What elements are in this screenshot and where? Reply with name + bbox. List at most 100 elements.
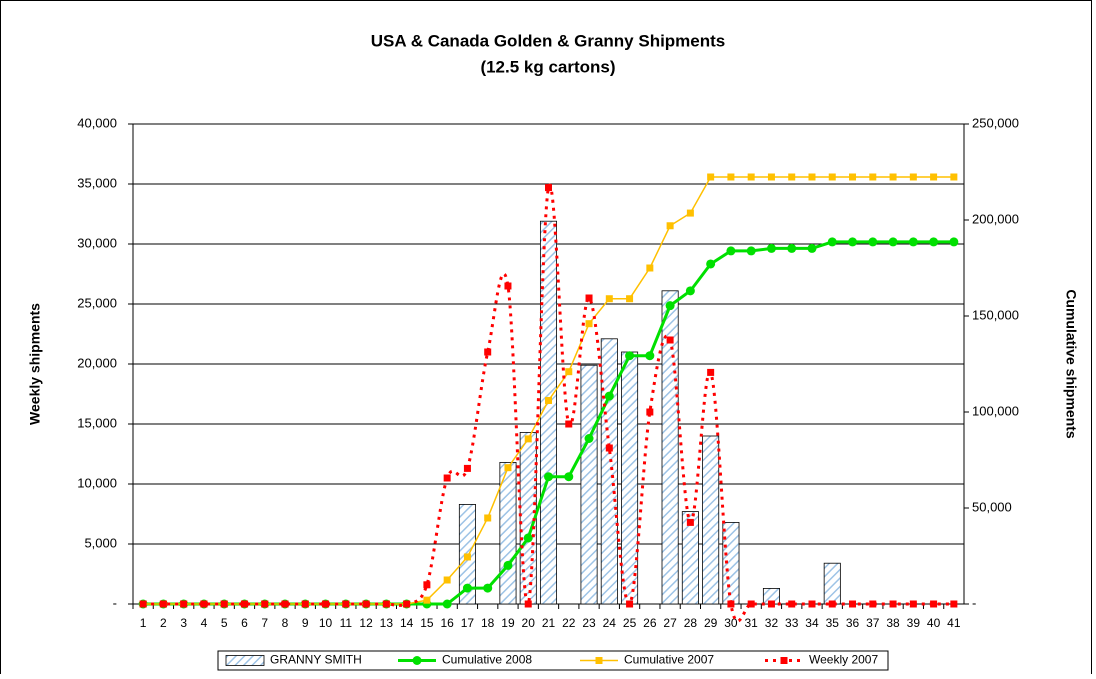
x-tick-label: 18 <box>481 616 495 630</box>
point <box>930 600 938 608</box>
y-tick-label: 35,000 <box>77 175 117 190</box>
x-tick-label: 26 <box>643 616 657 630</box>
y2-axis-title: Cumulative shipments <box>1063 289 1079 439</box>
point <box>605 444 613 452</box>
y-tick-label: - <box>113 595 117 610</box>
point <box>463 553 471 561</box>
legend-box <box>217 650 889 671</box>
point <box>686 518 694 526</box>
point <box>362 600 370 608</box>
point <box>665 301 675 311</box>
point <box>565 420 573 428</box>
x-tick-label: 12 <box>359 616 373 630</box>
x-tick-label: 3 <box>180 616 187 630</box>
point <box>686 209 694 217</box>
x-tick-label: 7 <box>261 616 268 630</box>
point <box>403 600 411 608</box>
y-tick-label: 5,000 <box>84 535 117 550</box>
x-tick-label: 41 <box>947 616 961 630</box>
x-tick-label: 27 <box>663 616 677 630</box>
point <box>666 222 674 230</box>
point <box>301 600 309 608</box>
bar <box>580 364 598 605</box>
point <box>503 560 513 570</box>
legend-symbol <box>225 655 265 666</box>
point <box>747 600 755 608</box>
y-tick-label: 20,000 <box>77 355 117 370</box>
point <box>564 472 574 482</box>
bar <box>539 220 558 605</box>
point <box>504 282 512 290</box>
x-tick-label: 37 <box>866 616 880 630</box>
point <box>220 600 228 608</box>
point <box>707 173 715 181</box>
x-tick-label: 11 <box>340 616 353 630</box>
x-tick-label: 17 <box>461 616 475 630</box>
point <box>767 173 775 181</box>
y-tick-label: 40,000 <box>77 115 117 130</box>
bar <box>681 511 699 605</box>
point <box>585 294 593 302</box>
point <box>869 600 877 608</box>
legend-label: Cumulative 2007 <box>624 653 714 667</box>
x-tick-label: 8 <box>282 616 289 630</box>
point <box>808 600 816 608</box>
point <box>585 320 593 328</box>
legend-label: GRANNY SMITH <box>270 653 362 667</box>
point <box>523 533 533 543</box>
x-tick-label: 20 <box>522 616 536 630</box>
y2-tick-label: 100,000 <box>972 403 1019 418</box>
chart-subtitle: (12.5 kg cartons) <box>480 57 615 76</box>
x-tick-label: 22 <box>562 616 576 630</box>
point <box>463 464 471 472</box>
x-tick-label: 21 <box>542 616 556 630</box>
legend-label: Weekly 2007 <box>809 653 878 667</box>
point <box>443 474 451 482</box>
x-tick-label: 23 <box>582 616 596 630</box>
point <box>443 576 451 584</box>
x-tick-label: 38 <box>886 616 900 630</box>
y-tick-label: 25,000 <box>77 295 117 310</box>
x-tick-label: 6 <box>241 616 248 630</box>
point <box>929 237 939 247</box>
x-tick-label: 36 <box>846 616 860 630</box>
point <box>645 351 655 361</box>
point <box>828 173 836 181</box>
x-tick-label: 35 <box>826 616 840 630</box>
x-tick-label: 15 <box>420 616 434 630</box>
point <box>950 173 958 181</box>
point <box>504 464 512 472</box>
x-tick-label: 40 <box>927 616 941 630</box>
point <box>707 368 715 376</box>
point <box>787 243 797 253</box>
y2-tick-label: 200,000 <box>972 211 1019 226</box>
point <box>604 391 614 401</box>
x-tick-label: 28 <box>684 616 698 630</box>
chart-title: USA & Canada Golden & Granny Shipments <box>371 31 726 50</box>
point <box>605 295 613 303</box>
point <box>727 600 735 608</box>
point <box>625 351 635 361</box>
legend-label: Cumulative 2008 <box>442 653 532 667</box>
point <box>767 600 775 608</box>
point <box>159 600 167 608</box>
point <box>545 184 552 192</box>
bar <box>823 562 841 605</box>
y2-tick-label: 50,000 <box>972 499 1012 514</box>
point <box>342 600 350 608</box>
point <box>281 600 289 608</box>
x-tick-label: 31 <box>745 616 759 630</box>
point <box>544 472 553 482</box>
x-tick-label: 5 <box>221 616 228 630</box>
y2-tick-label: 150,000 <box>972 307 1019 322</box>
x-tick-label: 4 <box>201 616 208 630</box>
y2-tick-label: - <box>972 595 976 610</box>
point <box>849 173 857 181</box>
bar <box>661 290 679 605</box>
x-tick-label: 9 <box>302 616 309 630</box>
y-tick-label: 15,000 <box>77 415 117 430</box>
point <box>726 246 736 256</box>
x-tick-label: 32 <box>765 616 779 630</box>
